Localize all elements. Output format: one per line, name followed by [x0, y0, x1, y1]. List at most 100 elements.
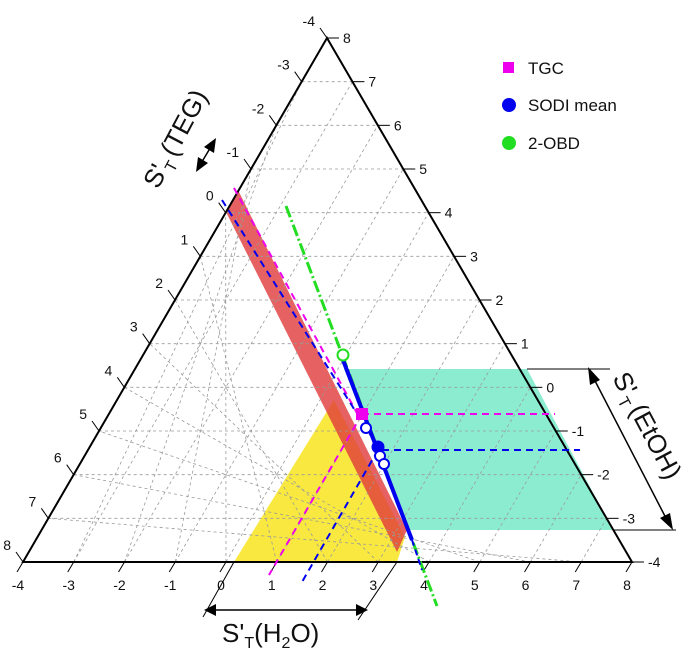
teg-dashed-magenta: [233, 187, 359, 416]
teg-tick-mark: [167, 289, 176, 301]
etoh-tick-label: 2: [496, 292, 504, 308]
h2o-tick-mark: [16, 561, 24, 573]
etoh-tick-label: -3: [623, 510, 636, 526]
teg-tick-label: -2: [252, 100, 265, 116]
teg-tick-label: 4: [105, 362, 113, 378]
teg-tick-label: -4: [303, 13, 316, 29]
h2o-tick-mark: [118, 561, 125, 573]
teg-tick-label: 2: [155, 275, 163, 291]
teg-tick-label: 6: [54, 450, 62, 466]
h2o-tick-label: -2: [113, 577, 126, 593]
teg-tick-mark: [192, 246, 201, 257]
h2o-tick-label: 6: [522, 577, 530, 593]
h2o-tick-mark: [473, 561, 481, 573]
teg-tick-mark: [268, 115, 277, 126]
teg-tick-mark: [40, 508, 49, 519]
tgc-point: [356, 408, 368, 420]
grid-line: [48, 517, 582, 563]
grid-line: [530, 474, 582, 563]
etoh-tick-label: -4: [648, 554, 661, 570]
h2o-dashed-blue: [301, 449, 379, 583]
h2o-tick-mark: [321, 561, 328, 573]
etoh-tick-label: 0: [546, 379, 554, 395]
grid-line: [124, 125, 277, 563]
sodi-series-line-extension: [411, 539, 423, 571]
h2o-tick-label: 5: [471, 577, 479, 593]
tgc-open-point: [360, 422, 372, 434]
etoh-arrow-head-top: [588, 367, 600, 385]
obd-point: [336, 348, 350, 362]
h2o-tick-label: 8: [623, 577, 631, 593]
h2o-tick-mark: [219, 561, 227, 573]
h2o-dashed-magenta: [268, 413, 363, 576]
h2o-tick-mark: [625, 561, 633, 573]
etoh-tick-label: 3: [470, 248, 478, 264]
teg-tick-mark: [294, 71, 303, 82]
h2o-range-line-left: [202, 561, 235, 618]
legend-label-tgc: TGC: [528, 59, 564, 78]
grid-line: [479, 430, 557, 563]
teg-tick-mark: [218, 202, 227, 213]
teg-tick-mark: [91, 420, 100, 432]
etoh-tick-label: 1: [521, 336, 529, 352]
teg-axis-label: S'T(TEG): [137, 84, 217, 194]
h2o-tick-label: 3: [369, 577, 377, 593]
legend-marker-tgc: [503, 62, 514, 73]
axis-ticks: -4-48-3-37-2-26-1-1500411322233144055-16…: [3, 13, 660, 593]
teg-tick-label: -1: [227, 144, 240, 160]
teg-tick-label: 7: [29, 493, 37, 509]
grid-line: [174, 168, 404, 563]
h2o-tick-label: 7: [572, 577, 580, 593]
etoh-tick-label: -2: [597, 467, 610, 483]
grid-line: [174, 168, 252, 563]
grid-line: [580, 518, 607, 563]
legend-marker-sodi-mean: [502, 98, 516, 112]
grid-line: [428, 387, 531, 563]
teg-tick-label: 5: [79, 406, 87, 422]
etoh-arrow-head-bottom: [660, 513, 673, 530]
h2o-tick-label: -1: [164, 577, 177, 593]
teg-tick-mark: [142, 333, 151, 344]
h2o-tick-mark: [574, 561, 582, 573]
h2o-tick-mark: [67, 561, 75, 573]
h2o-tick-label: 1: [268, 577, 276, 593]
etoh-axis-label: S'T(EtOH): [603, 367, 687, 486]
teg-tick-label: 3: [130, 319, 138, 335]
teg-tick-label: 8: [3, 537, 11, 553]
teg-tick-label: 0: [206, 188, 214, 204]
ternary-grid: [48, 81, 607, 563]
teg-tick-mark: [319, 27, 328, 39]
etoh-tick-label: 8: [343, 30, 351, 46]
etoh-tick-label: 4: [445, 205, 453, 221]
grid-line: [73, 81, 353, 563]
chart-legend: TGC SODI mean 2-OBD: [502, 59, 617, 153]
grid-line: [124, 125, 379, 563]
legend-label-2-obd: 2-OBD: [528, 134, 580, 153]
h2o-axis-label: S'T(H2O): [222, 618, 319, 649]
etoh-tick-label: 6: [394, 117, 402, 133]
h2o-tick-label: 4: [420, 577, 428, 593]
etoh-tick-label: -1: [572, 423, 585, 439]
grid-line: [124, 386, 430, 563]
grid-line: [149, 343, 379, 563]
h2o-tick-label: -3: [63, 577, 76, 593]
legend-marker-2-obd: [502, 136, 516, 150]
teg-tick-mark: [116, 377, 125, 388]
teg-dashed-blue: [221, 199, 381, 451]
grid-line: [377, 343, 506, 563]
teg-tick-mark: [66, 464, 75, 475]
etoh-tick-label: 5: [419, 161, 427, 177]
teg-arrow-head-top: [204, 138, 216, 153]
teg-band-region: [226, 190, 407, 552]
legend-label-sodi-mean: SODI mean: [528, 96, 617, 115]
etoh-tick-label: 7: [368, 74, 376, 90]
grid-line: [225, 212, 430, 563]
h2o-tick-mark: [371, 561, 379, 573]
h2o-tick-mark: [524, 561, 531, 573]
teg-tick-mark: [243, 158, 252, 170]
etoh-range-arrow: [591, 374, 669, 523]
h2o-tick-label: -4: [12, 577, 25, 593]
h2o-arrow-head-left: [204, 604, 216, 616]
teg-arrow-head-bottom: [196, 157, 208, 172]
